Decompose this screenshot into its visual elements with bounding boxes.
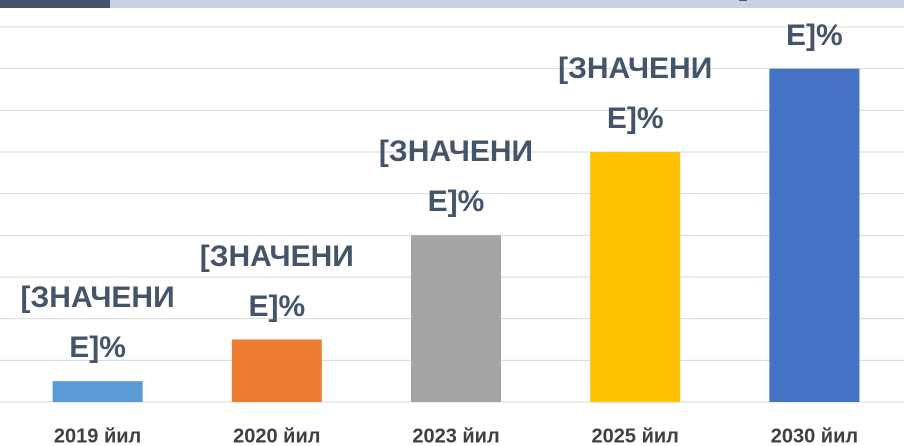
header-strip [0, 0, 110, 8]
value-label: [ЗНАЧЕНИЕ]% [378, 135, 534, 219]
value-label: [ЗНАЧЕНИЕ]% [737, 0, 891, 52]
x-tick-label: 2025 йил [592, 425, 679, 446]
header-strip-light [110, 0, 904, 8]
x-tick-label: 2019 йил [54, 425, 141, 446]
x-tick-label: 2023 йил [412, 425, 499, 446]
bar [411, 235, 501, 402]
x-tick-label: 2020 йил [233, 425, 320, 446]
bar [231, 339, 322, 402]
bar [769, 68, 860, 403]
bar [52, 381, 143, 402]
value-label: [ЗНАЧЕНИЕ]% [199, 239, 354, 323]
value-label: [ЗНАЧЕНИЕ]% [20, 281, 175, 365]
bar [590, 152, 681, 402]
x-tick-label: 2030 йил [771, 425, 858, 446]
value-label: [ЗНАЧЕНИЕ]% [558, 52, 713, 135]
